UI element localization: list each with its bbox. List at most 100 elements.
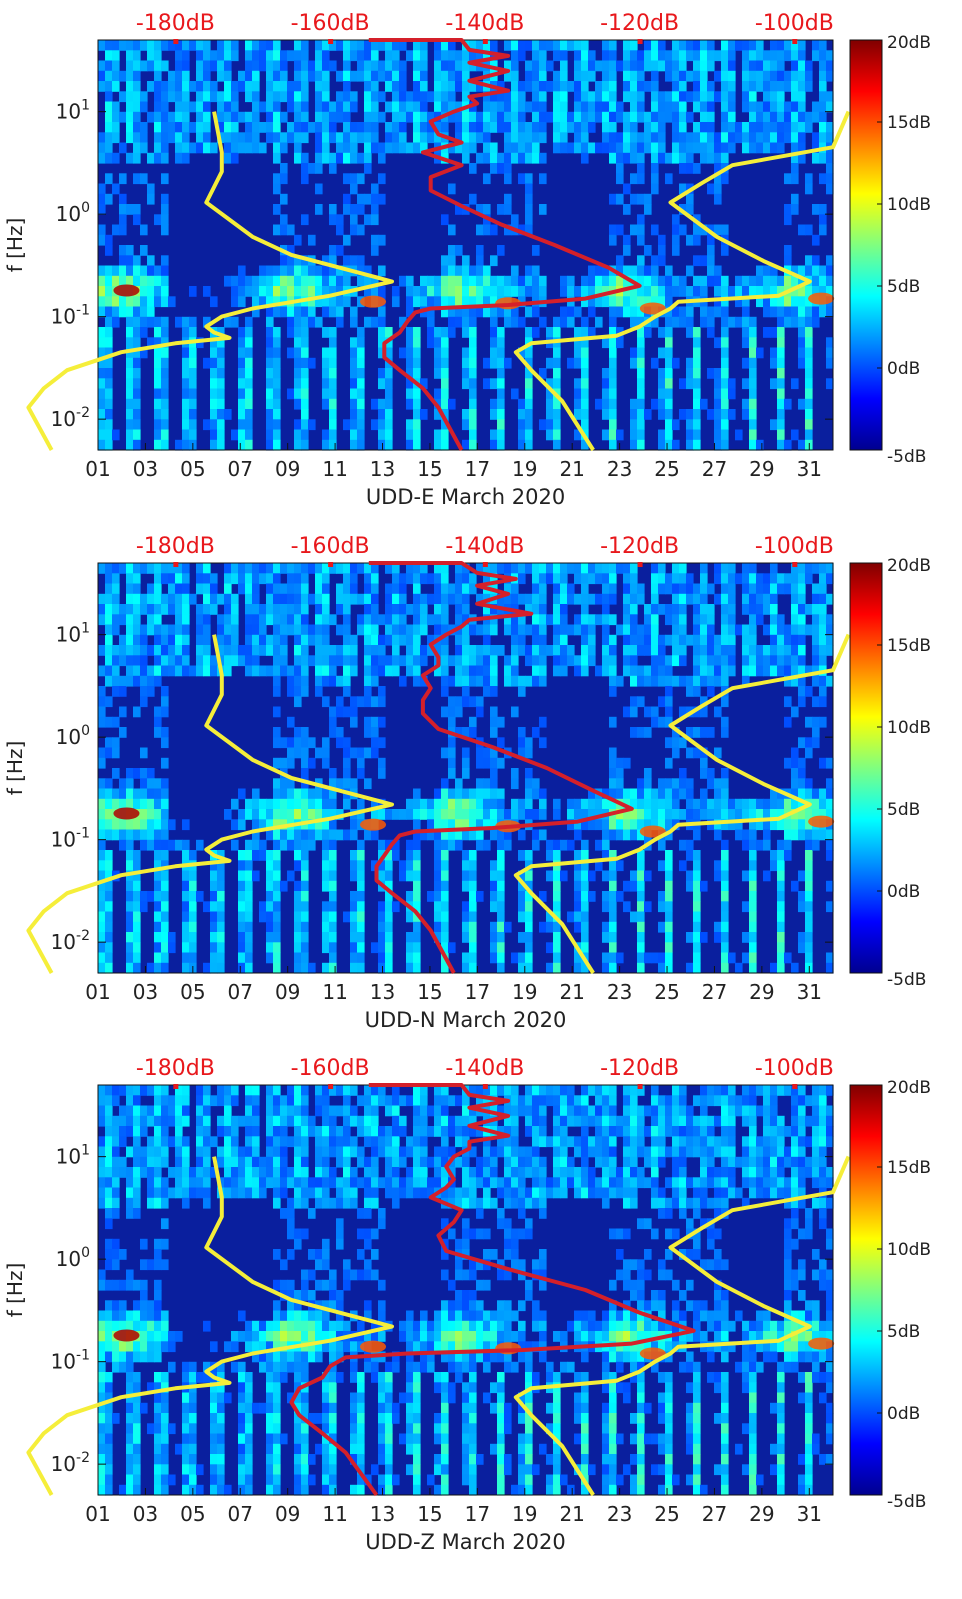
- spectrogram-cell: [133, 275, 141, 287]
- spectrogram-cell: [462, 265, 470, 277]
- spectrogram-cell: [252, 798, 260, 810]
- spectrogram-cell: [756, 142, 764, 154]
- spectrogram-cell: [385, 809, 393, 820]
- spectrogram-cell: [469, 81, 477, 92]
- spectrogram-cell: [693, 727, 701, 738]
- spectrogram-cell: [644, 778, 652, 790]
- spectrogram-cell: [581, 860, 589, 872]
- spectrogram-cell: [308, 655, 316, 667]
- spectrogram-cell: [378, 91, 386, 103]
- spectrogram-cell: [322, 860, 330, 872]
- spectrogram-cell: [273, 891, 281, 902]
- spectrogram-cell: [658, 439, 666, 451]
- spectrogram-cell: [105, 860, 113, 872]
- spectrogram-cell: [434, 829, 442, 841]
- spectrogram-cell: [679, 91, 687, 103]
- spectrogram-cell: [490, 337, 498, 349]
- spectrogram-cell: [154, 921, 162, 933]
- spectrogram-cell: [511, 624, 519, 636]
- spectrogram-cell: [245, 347, 253, 359]
- spectrogram-cell: [217, 870, 225, 882]
- spectrogram-cell: [651, 614, 659, 626]
- spectrogram-cell: [126, 675, 134, 687]
- spectrogram-cell: [196, 70, 204, 82]
- spectrogram-cell: [518, 932, 526, 943]
- spectrogram-cell: [182, 942, 190, 954]
- spectrogram-cell: [672, 132, 680, 144]
- spectrogram-cell: [294, 634, 302, 646]
- spectrogram-cell: [322, 757, 330, 769]
- spectrogram-cell: [196, 122, 204, 133]
- spectrogram-cell: [630, 132, 638, 144]
- spectrogram-cell: [161, 327, 169, 338]
- spectrogram-cell: [686, 111, 694, 123]
- spectrogram-cell: [308, 306, 316, 318]
- spectrogram-cell: [189, 891, 197, 902]
- spectrogram-cell: [371, 101, 379, 113]
- spectrogram-cell: [217, 419, 225, 431]
- spectrogram-cell: [462, 357, 470, 369]
- spectrogram-cell: [266, 132, 274, 144]
- spectrogram-cell: [469, 952, 477, 964]
- spectrogram-cell: [378, 839, 386, 851]
- spectrogram-cell: [672, 214, 680, 226]
- spectrogram-cell: [266, 634, 274, 646]
- spectrogram-cell: [805, 388, 813, 400]
- spectrogram-cell: [105, 193, 113, 205]
- spectrogram-cell: [126, 245, 134, 256]
- spectrogram-cell: [427, 286, 435, 297]
- spectrogram-cell: [420, 655, 428, 667]
- spectrogram-cell: [686, 306, 694, 318]
- spectrogram-cell: [770, 665, 778, 677]
- spectrogram-cell: [700, 798, 708, 810]
- spectrogram-cell: [161, 778, 169, 790]
- spectrogram-cell: [812, 655, 820, 667]
- spectrogram-cell: [273, 347, 281, 359]
- spectrogram-cell: [322, 696, 330, 708]
- spectrogram-cell: [189, 870, 197, 882]
- spectrogram-cell: [462, 747, 470, 759]
- spectrogram-cell: [315, 70, 323, 82]
- spectrogram-cell: [434, 624, 442, 636]
- spectrogram-cell: [588, 306, 596, 318]
- spectrogram-cell: [567, 357, 575, 369]
- spectrogram-cell: [784, 101, 792, 113]
- spectrogram-cell: [161, 347, 169, 359]
- spectrogram-cell: [161, 870, 169, 882]
- spectrogram-cell: [798, 757, 806, 769]
- spectrogram-cell: [455, 275, 463, 287]
- spectrogram-cell: [679, 409, 687, 420]
- spectrogram-cell: [700, 224, 708, 236]
- spectrogram-cell: [182, 932, 190, 943]
- spectrogram-cell: [476, 40, 484, 51]
- spectrogram-cell: [476, 132, 484, 144]
- spectrogram-cell: [714, 788, 722, 800]
- spectrogram-cell: [609, 439, 617, 451]
- spectrogram-cell: [301, 286, 309, 297]
- spectrogram-cell: [609, 634, 617, 646]
- spectrogram-cell: [497, 419, 505, 431]
- spectrogram-cell: [700, 101, 708, 113]
- spectrogram-cell: [819, 686, 827, 697]
- spectrogram-cell: [770, 50, 778, 62]
- spectrogram-cell: [147, 645, 155, 656]
- spectrogram-cell: [728, 286, 736, 297]
- spectrogram-cell: [133, 337, 141, 349]
- spectrogram-cell: [210, 593, 218, 605]
- spectrogram-cell: [574, 921, 582, 933]
- spectrogram-cell: [252, 122, 260, 133]
- spectrogram-cell: [609, 614, 617, 626]
- spectrogram-cell: [644, 81, 652, 92]
- spectrogram-cell: [679, 593, 687, 605]
- y-tick-exponent: -1: [76, 303, 90, 319]
- spectrogram-cell: [140, 1351, 148, 1363]
- spectrogram-cell: [588, 870, 596, 882]
- spectrogram-cell: [280, 880, 288, 892]
- spectrogram-cell: [336, 675, 344, 687]
- spectrogram-cell: [294, 40, 302, 51]
- spectrogram-cell: [392, 901, 400, 913]
- spectrogram-cell: [644, 604, 652, 615]
- spectrogram-cell: [798, 655, 806, 667]
- spectrogram-cell: [364, 829, 372, 841]
- spectrogram-cell: [112, 1279, 120, 1291]
